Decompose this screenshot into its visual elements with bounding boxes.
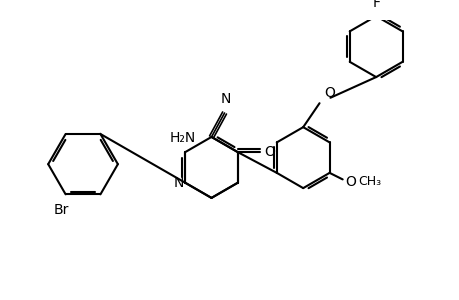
Text: O: O <box>263 145 274 159</box>
Text: N: N <box>173 176 184 190</box>
Text: N: N <box>220 92 230 106</box>
Text: F: F <box>371 0 379 10</box>
Text: CH₃: CH₃ <box>357 175 380 188</box>
Text: Br: Br <box>53 203 69 217</box>
Text: O: O <box>323 86 334 100</box>
Text: O: O <box>344 175 355 189</box>
Text: H₂N: H₂N <box>169 130 196 145</box>
